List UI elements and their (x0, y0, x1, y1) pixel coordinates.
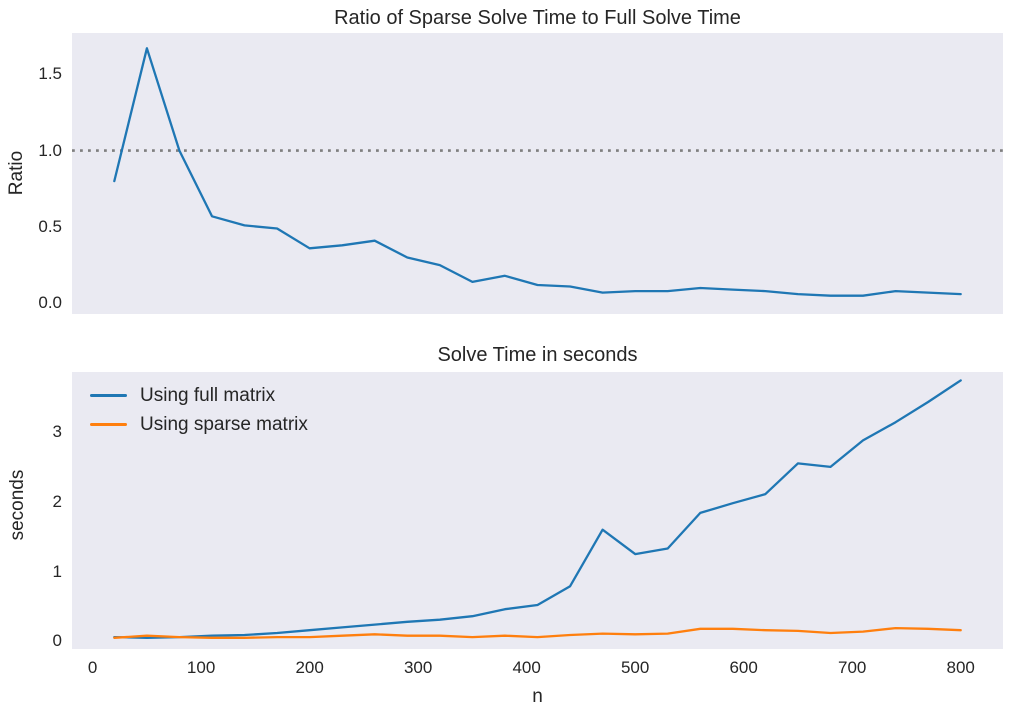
x-axis-label: n (532, 686, 543, 707)
ratio-of-sparse-solve-time-to-full-solve-time-canvas (72, 47, 1003, 297)
x-tick-label: 0 (87, 658, 98, 677)
legend-label-full-matrix: Using full matrix (140, 384, 276, 406)
ratio-plot-area (72, 33, 1003, 314)
y-tick-label: 1.0 (38, 140, 62, 160)
times-plot-area (72, 372, 1003, 649)
times-chart-title: Solve Time in seconds (437, 344, 638, 366)
sparse-matrix-line-swatch (90, 423, 127, 426)
y-tick-label: 1.5 (38, 64, 62, 84)
using-sparse-matrix-line (113, 626, 962, 639)
ratio-chart-title: Ratio of Sparse Solve Time to Full Solve… (334, 7, 741, 29)
x-tick-label: 700 (837, 658, 867, 677)
y-tick-label: 1 (52, 561, 62, 581)
y-tick-label: 0 (52, 631, 62, 651)
legend: Using full matrix Using sparse matrix (90, 381, 308, 439)
x-tick-label: 100 (186, 658, 216, 677)
y-tick-label: 0.5 (38, 216, 62, 236)
y-tick-label: 3 (52, 422, 62, 441)
x-tick-label: 600 (729, 658, 758, 677)
x-tick-label: 500 (620, 658, 650, 677)
using-full-matrix-line (113, 379, 962, 639)
full-matrix-line-swatch (90, 394, 127, 397)
x-tick-label: 200 (295, 658, 324, 677)
legend-label-sparse-matrix: Using sparse matrix (140, 413, 308, 435)
solve-time-in-seconds-canvas (113, 379, 962, 639)
sparse-to-full-ratio-line (113, 47, 962, 297)
x-tick-label: 400 (512, 658, 541, 677)
legend-item-sparse-matrix: Using sparse matrix (90, 410, 308, 439)
y-tick-label: 2 (52, 491, 62, 511)
y-tick-label: 0.0 (38, 293, 62, 313)
legend-item-full-matrix: Using full matrix (90, 381, 308, 410)
ratio-y-axis-label: Ratio (6, 150, 27, 196)
x-tick-label: 300 (403, 658, 433, 677)
x-tick-label: 800 (946, 658, 975, 677)
